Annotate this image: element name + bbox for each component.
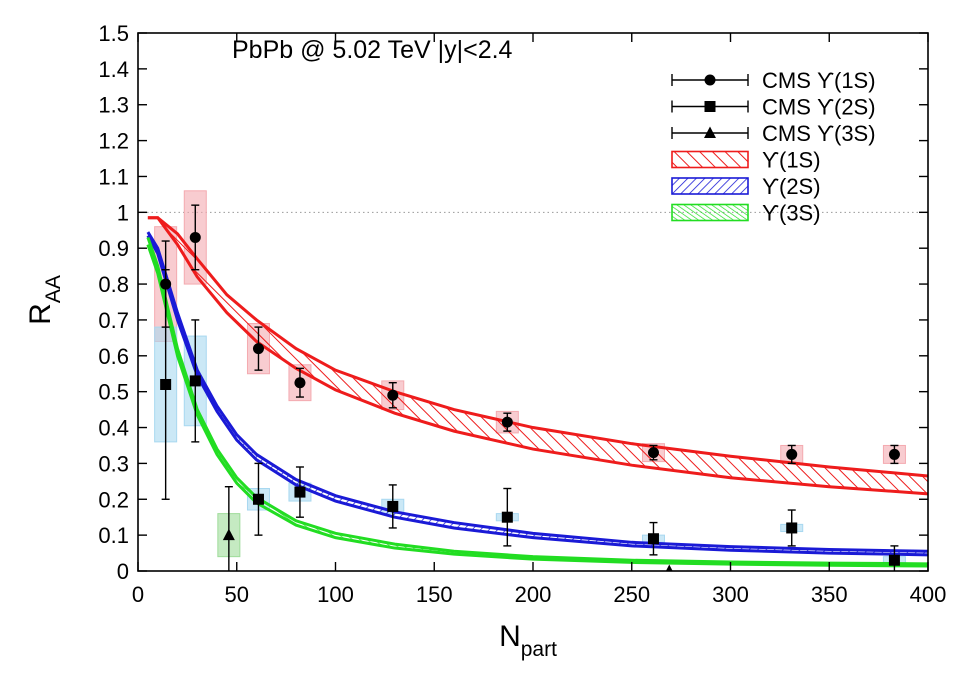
- y-tick-label: 0.2: [98, 487, 129, 512]
- x-tick-label: 100: [317, 582, 354, 607]
- chart-annotation: PbPb @ 5.02 TeV |y|<2.4: [232, 36, 513, 64]
- data-point-series-3: [222, 528, 235, 541]
- x-axis-label-sub: part: [521, 638, 557, 661]
- x-tick-label: 200: [515, 582, 552, 607]
- data-point-series-2: [160, 378, 172, 390]
- y-tick-label: 0: [117, 559, 129, 584]
- legend: CMS ϒ(1S)CMS ϒ(2S)CMS ϒ(3S)ϒ(1S)ϒ(2S)ϒ(3…: [671, 68, 876, 226]
- x-tick-label: 250: [613, 582, 650, 607]
- data-point-series-1: [501, 416, 513, 428]
- y-axis-label: RAA: [24, 275, 65, 325]
- y-axis-label-main: R: [24, 303, 57, 325]
- x-tick-label: 350: [811, 582, 848, 607]
- legend-label-band-1: ϒ(1S): [762, 148, 821, 173]
- legend-label-band-3: ϒ(3S): [762, 201, 821, 226]
- data-point-series-1: [294, 377, 306, 389]
- model-band-upper-3: [146, 236, 928, 566]
- data-point-series-1: [252, 343, 264, 355]
- x-tick-label: 150: [416, 582, 453, 607]
- legend-swatch-band-1: [671, 150, 749, 169]
- x-axis-label: Npart: [499, 620, 557, 661]
- x-tick-label: 400: [910, 582, 947, 607]
- data-point-series-2: [786, 522, 798, 534]
- x-axis-label-main: N: [499, 620, 521, 653]
- legend-marker-series-3: [704, 126, 716, 138]
- y-tick-label: 0.7: [98, 308, 129, 333]
- x-tick-label: 0: [132, 582, 144, 607]
- y-tick-label: 1: [117, 200, 129, 225]
- y-tick-label: 0.1: [98, 523, 129, 548]
- model-band-lower-3: [146, 244, 928, 568]
- y-tick-label: 0.3: [98, 451, 129, 476]
- x-tick-label: 300: [712, 582, 749, 607]
- axis-ticks: 0 50 100 150 200 250 300 350 400 0 0.1 0.2 0.3 0.4 0.5…: [98, 21, 946, 607]
- model-band-fill-3: [147, 237, 928, 566]
- legend-label-series-1: CMS ϒ(1S): [762, 68, 876, 93]
- y-tick-label: 1.5: [98, 21, 129, 46]
- data-point-series-3: [665, 564, 673, 571]
- data-point-series-1: [888, 448, 900, 460]
- data-point-series-2: [888, 554, 900, 566]
- data-point-series-2: [387, 500, 399, 512]
- legend-swatch-band-2: [671, 177, 749, 195]
- legend-label-series-3: CMS ϒ(3S): [762, 121, 876, 146]
- data-point-series-1: [647, 447, 659, 459]
- data-point-series-2: [501, 511, 513, 523]
- legend-marker-series-1: [704, 74, 716, 86]
- y-tick-label: 0.6: [98, 344, 129, 369]
- model-band-lower-1: [147, 216, 928, 496]
- data-point-series-1: [387, 389, 399, 401]
- y-tick-label: 0.8: [98, 272, 129, 297]
- plot-area: [138, 190, 928, 571]
- legend-label-series-2: CMS ϒ(2S): [762, 95, 876, 120]
- y-tick-label: 1.4: [98, 57, 129, 82]
- data-point-series-2: [647, 533, 659, 545]
- legend-swatch-band-3: [671, 203, 749, 222]
- y-tick-label: 1.1: [98, 164, 129, 189]
- data-point-series-1: [786, 448, 798, 460]
- model-band-upper-2: [146, 231, 928, 553]
- y-axis-label-sub: AA: [42, 275, 65, 303]
- model-band-lower-2: [146, 234, 928, 557]
- legend-label-band-2: ϒ(2S): [762, 174, 821, 199]
- x-tick-label: 50: [225, 582, 249, 607]
- data-point-series-1: [189, 231, 201, 243]
- legend-marker-series-2: [704, 101, 716, 112]
- model-band-upper-1: [147, 216, 928, 478]
- y-tick-label: 1.3: [98, 93, 129, 118]
- y-tick-label: 0.9: [98, 236, 129, 261]
- y-tick-label: 1.2: [98, 129, 129, 154]
- y-tick-label: 0.5: [98, 380, 129, 405]
- data-point-series-2: [294, 486, 306, 498]
- y-tick-label: 0.4: [98, 416, 129, 441]
- model-band-fill-1: [147, 217, 928, 494]
- data-point-series-2: [252, 493, 264, 505]
- data-point-series-2: [189, 375, 201, 387]
